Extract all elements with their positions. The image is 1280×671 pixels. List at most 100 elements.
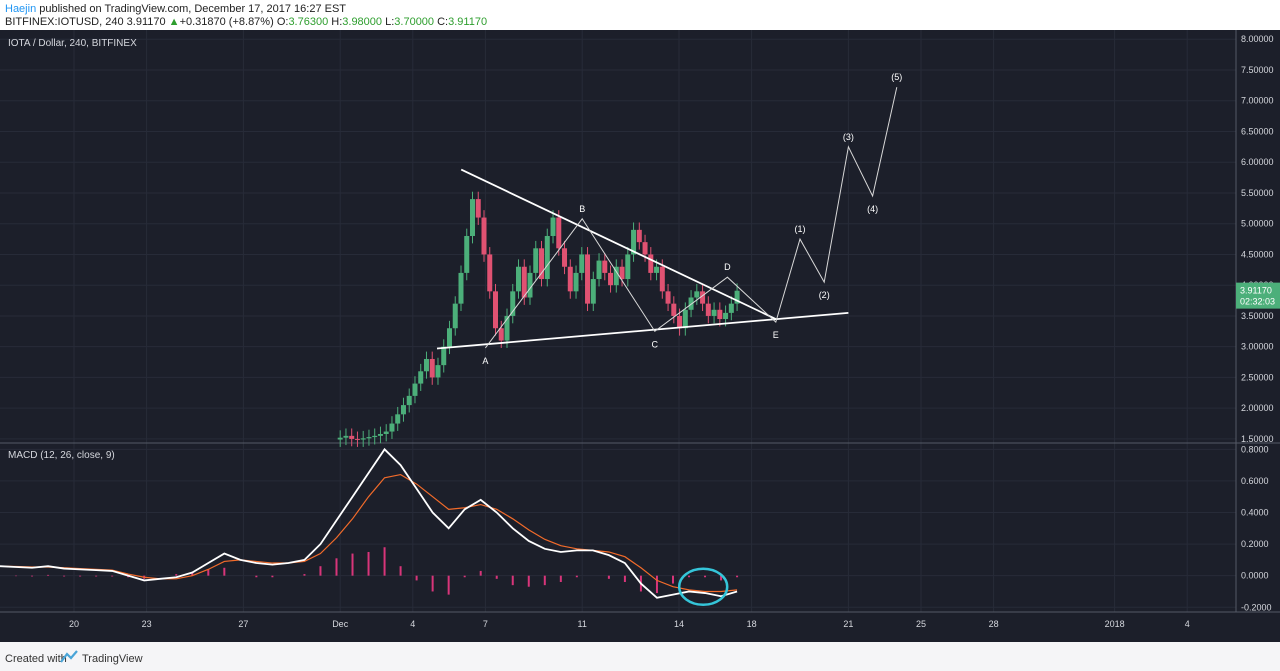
symbol-line: BITFINEX:IOTUSD, 240 3.91170 ▲+0.31870 (…	[5, 16, 487, 28]
candle-body	[510, 291, 516, 316]
candle-body	[377, 434, 383, 436]
wave-label: (5)	[891, 72, 902, 82]
price-tick-label: 8.00000	[1241, 34, 1274, 44]
candle-body	[694, 291, 700, 298]
candle-body	[343, 435, 349, 438]
time-tick-label: 4	[410, 619, 415, 629]
candle-body	[487, 254, 493, 292]
candle-body	[458, 272, 464, 304]
wave-label: C	[652, 339, 659, 349]
macd-tick-label: -0.2000	[1241, 602, 1272, 612]
candle-body	[429, 358, 435, 378]
last-price-tag	[1236, 282, 1280, 309]
candle-body	[539, 248, 545, 280]
wave-label: (2)	[819, 290, 830, 300]
wave-label: (3)	[843, 132, 854, 142]
candle-body	[360, 438, 366, 440]
price-tick-label: 3.00000	[1241, 342, 1274, 352]
candle-body	[613, 266, 619, 286]
candle-body	[567, 266, 573, 292]
tradingview-brand[interactable]: TradingView	[82, 653, 143, 665]
candle-body	[625, 254, 631, 280]
last-price-label: 3.91170	[1240, 286, 1272, 296]
candle-body	[435, 365, 441, 378]
candle-body	[366, 437, 372, 439]
time-tick-label: 28	[989, 619, 999, 629]
macd-tick-label: 0.6000	[1241, 476, 1269, 486]
candle-body	[550, 217, 556, 236]
trendline-upper	[460, 168, 777, 320]
time-tick-label: Dec	[332, 619, 349, 629]
open-label: O:	[276, 16, 289, 28]
candle-body	[642, 242, 648, 255]
price-tick-label: 5.50000	[1241, 188, 1274, 198]
time-tick-label: 23	[142, 619, 152, 629]
candle-body	[349, 435, 355, 439]
chart-header: Haejin published on TradingView.com, Dec…	[0, 0, 1280, 30]
candle-body	[527, 272, 533, 298]
close-label: C:	[437, 16, 449, 28]
candle-body	[579, 254, 585, 273]
candle-body	[717, 309, 723, 320]
candle-body	[619, 266, 625, 280]
candle-body	[677, 315, 683, 329]
chart-area[interactable]: IOTA / Dollar, 240, BITFINEX MACD (12, 26…	[0, 30, 1280, 642]
wave-label: (4)	[867, 204, 878, 214]
high-label: H:	[331, 16, 343, 28]
candle-body	[493, 291, 499, 329]
countdown-label: 02:32:03	[1240, 297, 1275, 307]
candle-body	[562, 248, 568, 267]
annotation-circle	[677, 567, 729, 606]
price-tick-label: 5.00000	[1241, 219, 1274, 229]
candle-body	[406, 395, 412, 406]
candle-body	[452, 303, 458, 329]
candle-body	[412, 383, 418, 396]
candle-body	[671, 303, 677, 316]
candle-body	[602, 260, 608, 273]
macd-tick-label: 0.2000	[1241, 539, 1269, 549]
wave-label: D	[724, 262, 731, 272]
candle-body	[516, 266, 522, 292]
publish-line: Haejin published on TradingView.com, Dec…	[5, 3, 346, 15]
candle-body	[481, 217, 487, 255]
candle-body	[423, 358, 429, 372]
candle-body	[395, 414, 401, 424]
candle-body	[711, 309, 717, 316]
candle-body	[585, 254, 591, 304]
price-tick-label: 6.00000	[1241, 157, 1274, 167]
candle-body	[337, 437, 343, 440]
candle-body	[590, 279, 596, 304]
macd-line	[0, 447, 738, 599]
candle-body	[504, 315, 510, 341]
created-with-label: Created with	[5, 653, 67, 665]
price-tick-label: 2.00000	[1241, 403, 1274, 413]
candle-body	[636, 229, 642, 243]
candle-body	[700, 291, 706, 304]
candle-body	[389, 423, 395, 432]
author-link[interactable]: Haejin	[5, 3, 37, 15]
time-tick-label: 4	[1185, 619, 1190, 629]
price-tick-label: 2.50000	[1241, 372, 1274, 382]
chart-svg[interactable]: IOTA / Dollar, 240, BITFINEX MACD (12, 26…	[0, 30, 1280, 642]
candle-body	[573, 272, 579, 292]
candle-body	[372, 435, 378, 438]
time-tick-label: 11	[578, 619, 587, 629]
macd-title: MACD (12, 26, close, 9)	[8, 450, 115, 461]
candle-body	[654, 266, 660, 273]
candle-body	[705, 303, 711, 316]
time-tick-label: 21	[843, 619, 853, 629]
candle-body	[596, 260, 602, 280]
close-value: 3.91170	[448, 16, 488, 28]
trendline-lower	[436, 311, 849, 350]
macd-tick-label: 0.4000	[1241, 507, 1269, 517]
tradingview-logo-icon[interactable]	[60, 650, 78, 664]
price-tick-label: 3.50000	[1241, 311, 1274, 321]
candle-body	[728, 303, 734, 313]
price-tick-label: 4.50000	[1241, 249, 1274, 259]
macd-signal-line	[0, 473, 738, 593]
wave-label: B	[579, 204, 585, 214]
candle-body	[544, 236, 550, 280]
wave-label: (1)	[795, 224, 806, 234]
candle-body	[475, 199, 481, 218]
price-tick-label: 7.00000	[1241, 96, 1274, 106]
